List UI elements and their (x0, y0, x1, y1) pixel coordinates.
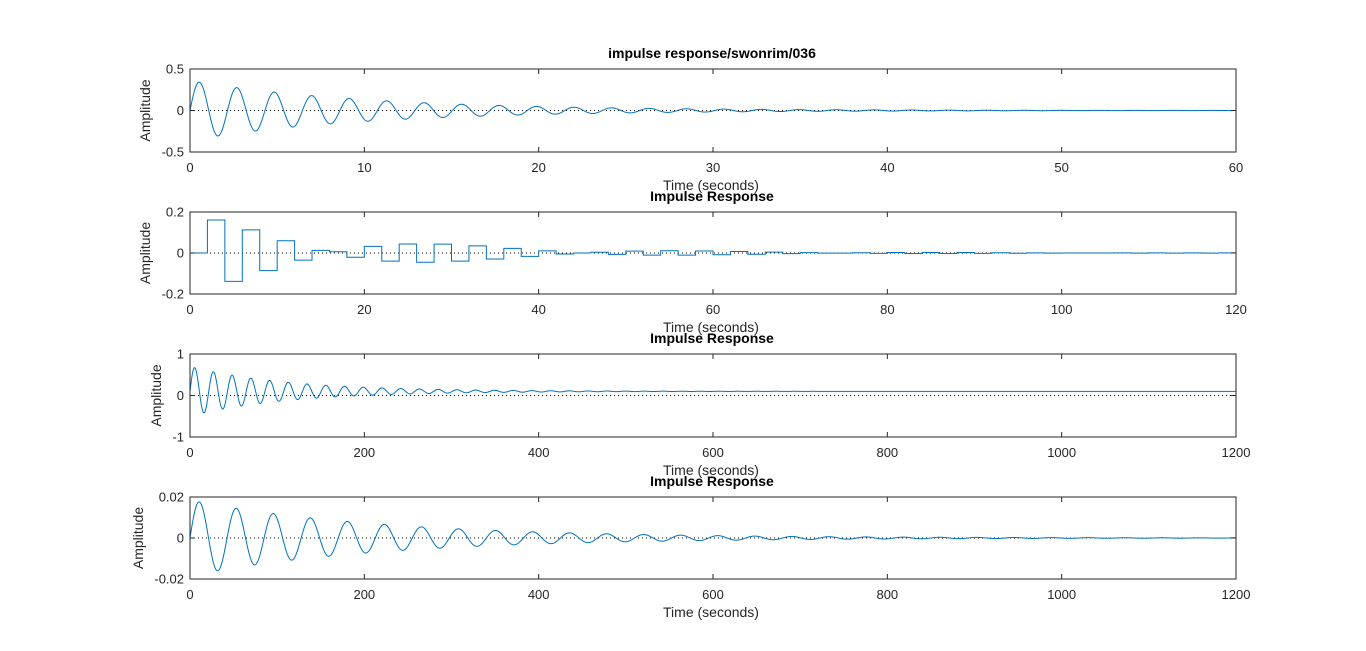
subplot-title: Impulse Response (650, 473, 774, 489)
x-tick-label: 10 (357, 160, 371, 175)
subplot-title: Impulse Response (650, 188, 774, 204)
x-tick-label: 0 (186, 445, 193, 460)
x-tick-label: 120 (1225, 302, 1247, 317)
x-tick-label: 400 (528, 445, 550, 460)
plot-area (190, 354, 1236, 437)
response-line (190, 367, 1236, 414)
x-tick-label: 0 (186, 160, 193, 175)
x-tick-label: 1000 (1047, 445, 1076, 460)
x-tick-label: 30 (706, 160, 720, 175)
x-tick-label: 200 (353, 587, 375, 602)
y-tick-label: 0 (177, 388, 184, 403)
x-tick-label: 600 (702, 587, 724, 602)
x-tick-label: 200 (353, 445, 375, 460)
y-tick-label: 1 (177, 347, 184, 362)
x-tick-label: 80 (880, 302, 894, 317)
subplot-title: impulse response/swonrim/036 (608, 45, 816, 61)
y-tick-label: 0 (177, 103, 184, 118)
x-tick-label: 100 (1051, 302, 1073, 317)
x-axis-label: Time (seconds) (663, 604, 759, 620)
response-line (190, 81, 1236, 137)
y-tick-label: 0 (177, 246, 184, 261)
y-axis-label: Amplitude (137, 222, 153, 284)
x-tick-label: 20 (531, 160, 545, 175)
response-line (190, 219, 1236, 282)
y-axis-label: Amplitude (137, 79, 153, 141)
y-tick-label: 0.5 (166, 62, 184, 77)
y-tick-label: -0.02 (154, 572, 184, 587)
x-axis-label: Time (seconds) (663, 462, 759, 478)
y-axis-label: Amplitude (148, 364, 164, 426)
x-tick-label: 800 (876, 587, 898, 602)
x-tick-label: 60 (1229, 160, 1243, 175)
x-tick-label: 50 (1054, 160, 1068, 175)
x-tick-label: 40 (531, 302, 545, 317)
x-tick-label: 400 (528, 587, 550, 602)
y-tick-label: 0.2 (166, 205, 184, 220)
x-tick-label: 1000 (1047, 587, 1076, 602)
x-tick-label: 0 (186, 587, 193, 602)
x-tick-label: 0 (186, 302, 193, 317)
x-tick-label: 1200 (1222, 587, 1251, 602)
y-tick-label: 0 (177, 531, 184, 546)
x-tick-label: 60 (706, 302, 720, 317)
subplot-title: Impulse Response (650, 330, 774, 346)
x-axis-label: Time (seconds) (663, 177, 759, 193)
y-tick-label: 0.02 (159, 490, 184, 505)
x-tick-label: 20 (357, 302, 371, 317)
x-tick-label: 1200 (1222, 445, 1251, 460)
y-tick-label: -1 (172, 430, 184, 445)
y-tick-label: -0.5 (162, 145, 184, 160)
response-line (190, 501, 1236, 572)
x-tick-label: 40 (880, 160, 894, 175)
x-tick-label: 800 (876, 445, 898, 460)
y-tick-label: -0.2 (162, 287, 184, 302)
x-axis-label: Time (seconds) (663, 319, 759, 335)
y-axis-label: Amplitude (130, 507, 146, 569)
x-tick-label: 600 (702, 445, 724, 460)
